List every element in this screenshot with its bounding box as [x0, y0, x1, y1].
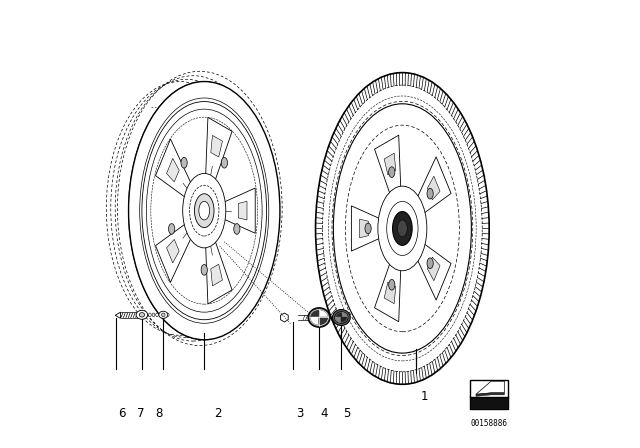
Ellipse shape [163, 313, 166, 317]
Ellipse shape [152, 313, 155, 317]
Ellipse shape [147, 109, 262, 312]
Polygon shape [221, 188, 255, 233]
Text: 5: 5 [343, 407, 351, 420]
Ellipse shape [427, 258, 433, 269]
Polygon shape [156, 139, 193, 199]
Ellipse shape [388, 167, 395, 177]
Polygon shape [476, 381, 504, 394]
Ellipse shape [234, 224, 240, 234]
Polygon shape [470, 396, 508, 409]
Text: 2: 2 [214, 407, 221, 420]
Ellipse shape [308, 308, 330, 327]
Polygon shape [211, 264, 223, 286]
Polygon shape [115, 312, 120, 319]
Ellipse shape [182, 173, 226, 248]
Text: 4: 4 [321, 407, 328, 420]
Polygon shape [311, 311, 319, 318]
Polygon shape [205, 117, 232, 185]
Ellipse shape [378, 186, 427, 271]
Polygon shape [413, 240, 451, 300]
Polygon shape [156, 222, 193, 282]
Text: 3: 3 [296, 407, 303, 420]
Polygon shape [374, 254, 401, 322]
Text: 1: 1 [421, 390, 428, 403]
Polygon shape [374, 135, 401, 202]
Ellipse shape [166, 313, 169, 317]
Polygon shape [413, 157, 451, 217]
Ellipse shape [333, 104, 472, 353]
Polygon shape [311, 318, 319, 324]
Text: 7: 7 [137, 407, 145, 420]
Text: 00158886: 00158886 [470, 418, 508, 427]
Polygon shape [360, 219, 369, 238]
Polygon shape [319, 311, 327, 318]
Ellipse shape [365, 223, 371, 234]
Ellipse shape [181, 157, 188, 168]
Ellipse shape [161, 313, 165, 317]
Polygon shape [476, 393, 504, 396]
Polygon shape [280, 313, 288, 322]
Ellipse shape [427, 188, 433, 199]
Polygon shape [166, 158, 179, 182]
Polygon shape [384, 282, 396, 304]
Ellipse shape [136, 310, 148, 319]
Ellipse shape [397, 220, 407, 237]
Ellipse shape [148, 313, 151, 317]
Polygon shape [341, 318, 347, 323]
Polygon shape [428, 176, 440, 200]
Polygon shape [428, 257, 440, 281]
Ellipse shape [195, 194, 214, 228]
Text: 6: 6 [118, 407, 125, 420]
Polygon shape [205, 237, 232, 304]
Ellipse shape [388, 280, 395, 290]
Ellipse shape [129, 82, 280, 340]
Ellipse shape [199, 201, 210, 220]
Ellipse shape [221, 157, 227, 168]
Polygon shape [341, 313, 347, 318]
Ellipse shape [335, 312, 348, 323]
Polygon shape [319, 318, 327, 324]
Polygon shape [384, 153, 396, 175]
Polygon shape [238, 201, 247, 220]
Ellipse shape [159, 313, 162, 317]
Ellipse shape [310, 310, 328, 326]
Ellipse shape [332, 310, 350, 326]
Polygon shape [335, 318, 341, 323]
Ellipse shape [168, 224, 175, 234]
Ellipse shape [140, 313, 145, 317]
Polygon shape [335, 313, 341, 318]
Ellipse shape [156, 313, 158, 317]
Ellipse shape [316, 73, 489, 384]
Text: 8: 8 [155, 407, 163, 420]
Polygon shape [166, 239, 179, 263]
Ellipse shape [201, 264, 207, 275]
Polygon shape [211, 135, 223, 157]
Ellipse shape [392, 211, 412, 246]
Ellipse shape [159, 311, 168, 319]
Polygon shape [351, 206, 385, 251]
